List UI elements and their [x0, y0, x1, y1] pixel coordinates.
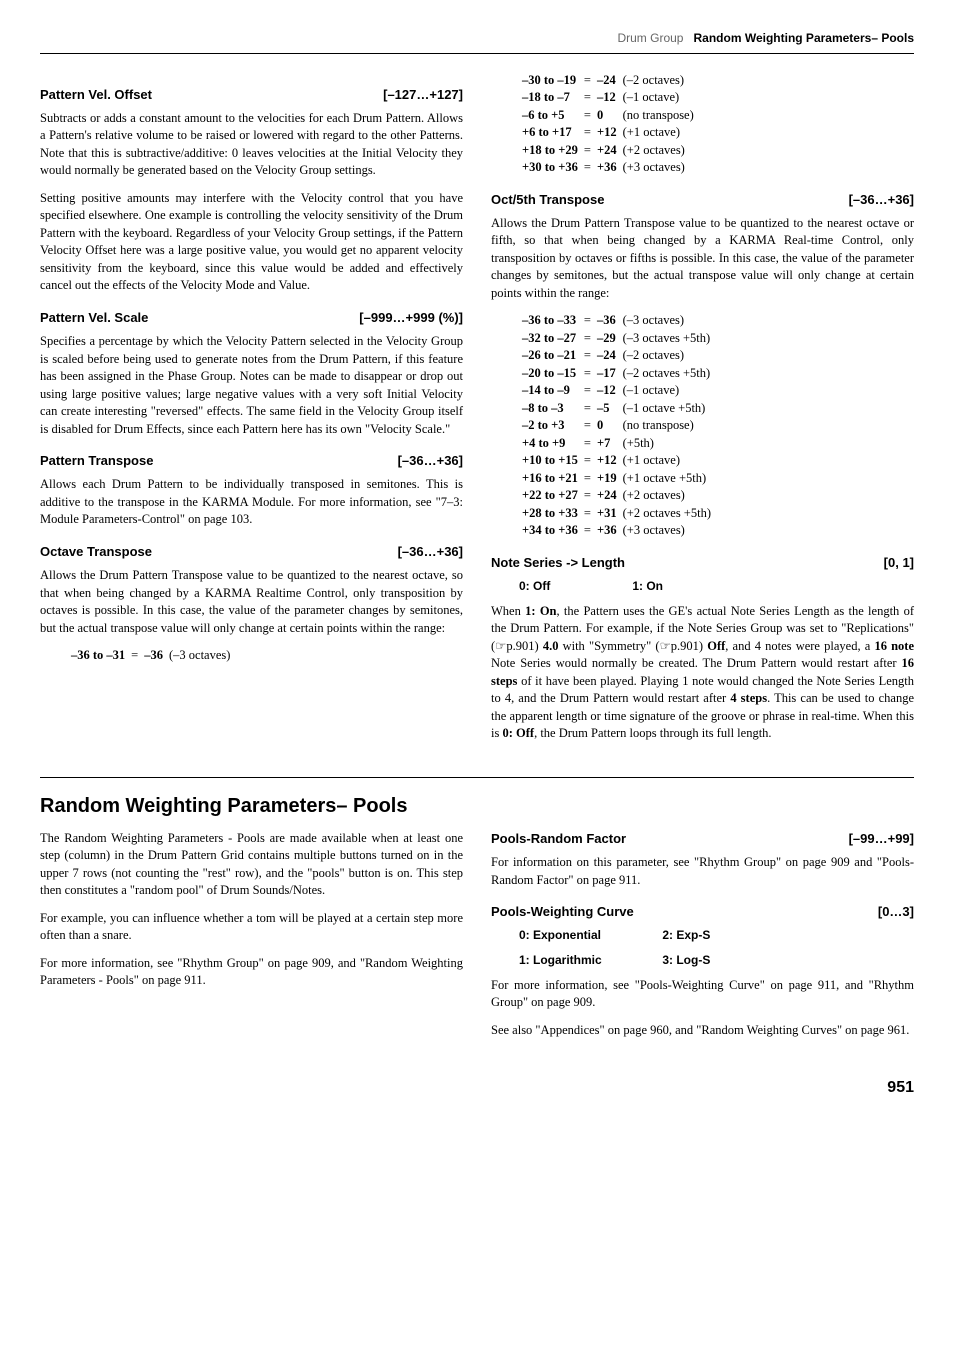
body-text: When 1: On, the Pattern uses the GE's ac…: [491, 603, 914, 743]
param-title: Octave Transpose: [40, 543, 152, 561]
option: 0: Exponential: [519, 927, 659, 944]
param-heading: Pattern Vel. Offset [–127…+127]: [40, 86, 463, 104]
param-heading: Note Series -> Length [0, 1]: [491, 554, 914, 572]
table-row: –20 to –15=–17(–2 octaves +5th): [519, 365, 714, 383]
body-text: The Random Weighting Parameters - Pools …: [40, 830, 463, 900]
param-title: Oct/5th Transpose: [491, 191, 604, 209]
table-row: +34 to +36=+36(+3 octaves): [519, 522, 714, 540]
param-heading: Pools-Weighting Curve [0…3]: [491, 903, 914, 921]
param-range: [0, 1]: [884, 554, 914, 572]
body-text: Subtracts or adds a constant amount to t…: [40, 110, 463, 180]
main-columns: Pattern Vel. Offset [–127…+127] Subtract…: [40, 72, 914, 753]
param-range: [–36…+36]: [849, 191, 914, 209]
table-row: +16 to +21=+19(+1 octave +5th): [519, 470, 714, 488]
param-range: [–127…+127]: [383, 86, 463, 104]
param-range: [–999…+999 (%)]: [359, 309, 463, 327]
table-row: –26 to –21=–24(–2 octaves): [519, 347, 714, 365]
section-title: Random Weighting Parameters– Pools: [40, 777, 914, 820]
param-title: Pattern Vel. Offset: [40, 86, 152, 104]
param-title: Pools-Random Factor: [491, 830, 626, 848]
body-text: See also "Appendices" on page 960, and "…: [491, 1022, 914, 1040]
body-text: For more information, see "Pools-Weighti…: [491, 977, 914, 1012]
table-row: +28 to +33=+31(+2 octaves +5th): [519, 505, 714, 523]
option-list: 0: Exponential 2: Exp-S: [519, 927, 914, 944]
table-row: –30 to –19=–24(–2 octaves): [519, 72, 697, 90]
option: 0: Off: [519, 578, 629, 595]
param-title: Pattern Vel. Scale: [40, 309, 148, 327]
param-title: Pattern Transpose: [40, 452, 153, 470]
table-row: +4 to +9=+7(+5th): [519, 435, 714, 453]
left-column: Pattern Vel. Offset [–127…+127] Subtract…: [40, 72, 463, 753]
header-section: Drum Group: [617, 31, 683, 45]
section-left-column: The Random Weighting Parameters - Pools …: [40, 830, 463, 1049]
param-title: Pools-Weighting Curve: [491, 903, 634, 921]
right-column: –30 to –19=–24(–2 octaves)–18 to –7=–12(…: [491, 72, 914, 753]
param-range: [–36…+36]: [398, 452, 463, 470]
param-heading: Oct/5th Transpose [–36…+36]: [491, 191, 914, 209]
body-text: For example, you can influence whether a…: [40, 910, 463, 945]
transpose-table: –36 to –31 = –36 (–3 octaves): [68, 647, 233, 665]
table-row: +22 to +27=+24(+2 octaves): [519, 487, 714, 505]
section-columns: The Random Weighting Parameters - Pools …: [40, 830, 914, 1049]
table-row: –32 to –27=–29(–3 octaves +5th): [519, 330, 714, 348]
page-number: 951: [40, 1077, 914, 1099]
option-list: 1: Logarithmic 3: Log-S: [519, 952, 914, 969]
oct5th-table: –36 to –33=–36(–3 octaves)–32 to –27=–29…: [519, 312, 714, 540]
table-row: +18 to +29=+24(+2 octaves): [519, 142, 697, 160]
body-text: Setting positive amounts may interfere w…: [40, 190, 463, 295]
page-header: Drum Group Random Weighting Parameters– …: [40, 30, 914, 54]
param-heading: Octave Transpose [–36…+36]: [40, 543, 463, 561]
table-row: +10 to +15=+12(+1 octave): [519, 452, 714, 470]
body-text: For information on this parameter, see "…: [491, 854, 914, 889]
section-right-column: Pools-Random Factor [–99…+99] For inform…: [491, 830, 914, 1049]
table-row: +6 to +17=+12(+1 octave): [519, 124, 697, 142]
body-text: For more information, see "Rhythm Group"…: [40, 955, 463, 990]
option: 3: Log-S: [662, 952, 710, 969]
table-row: –36 to –31 = –36 (–3 octaves): [68, 647, 233, 665]
body-text: Allows each Drum Pattern to be individua…: [40, 476, 463, 529]
header-subsection: Random Weighting Parameters– Pools: [694, 31, 915, 45]
table-row: –18 to –7=–12(–1 octave): [519, 89, 697, 107]
param-title: Note Series -> Length: [491, 554, 625, 572]
param-range: [–36…+36]: [398, 543, 463, 561]
param-heading: Pattern Vel. Scale [–999…+999 (%)]: [40, 309, 463, 327]
param-heading: Pools-Random Factor [–99…+99]: [491, 830, 914, 848]
table-row: –2 to +3=0(no transpose): [519, 417, 714, 435]
table-row: –6 to +5=0(no transpose): [519, 107, 697, 125]
option: 2: Exp-S: [662, 927, 710, 944]
body-text: Allows the Drum Pattern Transpose value …: [491, 215, 914, 303]
option: 1: On: [632, 578, 663, 595]
option: 1: Logarithmic: [519, 952, 659, 969]
param-range: [0…3]: [878, 903, 914, 921]
body-text: Specifies a percentage by which the Velo…: [40, 333, 463, 438]
transpose-table-cont: –30 to –19=–24(–2 octaves)–18 to –7=–12(…: [519, 72, 697, 177]
option-list: 0: Off 1: On: [519, 578, 914, 595]
table-row: +30 to +36=+36(+3 octaves): [519, 159, 697, 177]
table-row: –14 to –9=–12(–1 octave): [519, 382, 714, 400]
body-text: Allows the Drum Pattern Transpose value …: [40, 567, 463, 637]
table-row: –36 to –33=–36(–3 octaves): [519, 312, 714, 330]
param-heading: Pattern Transpose [–36…+36]: [40, 452, 463, 470]
param-range: [–99…+99]: [849, 830, 914, 848]
table-row: –8 to –3=–5(–1 octave +5th): [519, 400, 714, 418]
